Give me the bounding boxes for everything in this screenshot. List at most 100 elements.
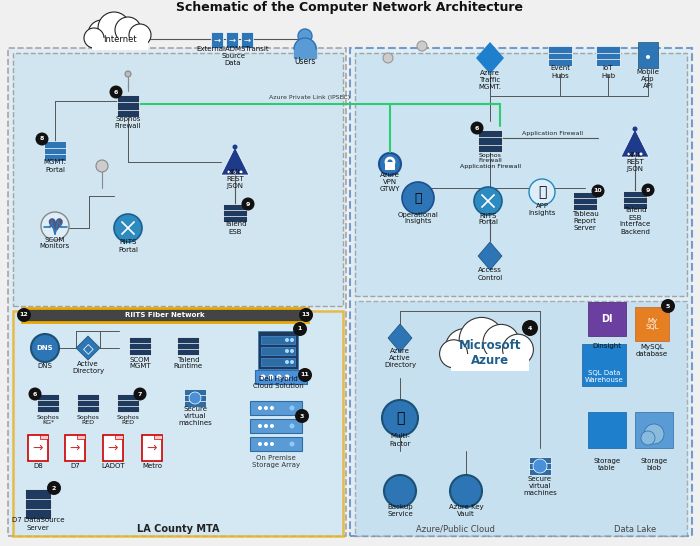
Text: DI: DI [601, 314, 612, 324]
Text: SCOM
Monitors: SCOM Monitors [40, 236, 70, 250]
Text: Active
Directory: Active Directory [72, 360, 104, 373]
Polygon shape [476, 42, 504, 74]
Bar [596, 46, 620, 66]
Text: RIITS
Portal: RIITS Portal [478, 212, 498, 225]
Bar [129, 337, 151, 355]
Polygon shape [478, 242, 502, 270]
Text: On Premise
Storage Array: On Premise Storage Array [252, 454, 300, 467]
Circle shape [633, 127, 638, 132]
Circle shape [290, 442, 295, 447]
Bar [154, 435, 162, 439]
Polygon shape [221, 147, 249, 175]
Circle shape [125, 71, 131, 77]
Text: XML
REST
JSON: XML REST JSON [226, 169, 244, 189]
Text: Backup
Service: Backup Service [387, 503, 413, 517]
Text: APP
Insights: APP Insights [528, 203, 556, 216]
Text: 4: 4 [528, 325, 532, 330]
Circle shape [298, 29, 312, 43]
Polygon shape [76, 336, 100, 360]
Circle shape [29, 388, 41, 401]
Text: Storage
blob: Storage blob [640, 458, 668, 471]
Circle shape [258, 406, 262, 410]
Circle shape [290, 360, 294, 364]
Bar [103, 435, 123, 461]
Circle shape [276, 375, 281, 379]
Text: SCOM
MGMT: SCOM MGMT [130, 357, 150, 370]
Text: Internet: Internet [103, 34, 136, 44]
Text: 6: 6 [33, 391, 37, 396]
Bar [638, 42, 658, 68]
Text: MGMT.
Portal: MGMT. Portal [43, 159, 66, 173]
Circle shape [36, 133, 48, 145]
Text: Azure
Active
Directory: Azure Active Directory [384, 348, 416, 368]
Text: Storage
table: Storage table [594, 458, 621, 471]
Circle shape [234, 170, 237, 174]
Text: 7: 7 [138, 391, 142, 396]
Text: Azure Key
Vault: Azure Key Vault [449, 503, 483, 517]
Text: Users: Users [294, 57, 316, 67]
Text: MySQL
database: MySQL database [636, 343, 668, 357]
Text: 🔑: 🔑 [395, 411, 404, 425]
Text: →: → [70, 442, 80, 454]
Circle shape [379, 153, 401, 175]
Circle shape [270, 406, 274, 410]
Bar [588, 412, 626, 448]
Text: Application Firewall: Application Firewall [522, 130, 582, 135]
Text: Azure
Traffic
MGMT.: Azure Traffic MGMT. [479, 70, 501, 90]
Bar [250, 401, 302, 415]
Bar [250, 437, 302, 451]
Bar [77, 435, 85, 439]
Circle shape [239, 170, 242, 174]
Bar [355, 53, 687, 296]
Text: →: → [228, 35, 235, 45]
Circle shape [270, 424, 274, 428]
Circle shape [258, 442, 262, 446]
Bar [478, 130, 502, 152]
Text: 12: 12 [20, 312, 29, 318]
Circle shape [114, 214, 142, 242]
Circle shape [445, 329, 484, 368]
Text: 📊: 📊 [414, 192, 421, 205]
Bar [117, 394, 139, 412]
Circle shape [284, 375, 290, 379]
Text: 6: 6 [475, 126, 480, 130]
Polygon shape [388, 324, 412, 352]
Bar [142, 435, 162, 461]
Bar [350, 48, 692, 536]
Circle shape [470, 122, 484, 134]
Bar [573, 192, 597, 210]
Circle shape [290, 406, 295, 411]
Circle shape [592, 185, 605, 198]
Text: 11: 11 [300, 372, 309, 377]
Bar [261, 336, 295, 344]
Circle shape [96, 160, 108, 172]
Bar [115, 435, 123, 439]
Text: Azure/Public Cloud: Azure/Public Cloud [416, 525, 494, 533]
Circle shape [115, 17, 141, 43]
Bar [385, 162, 395, 170]
Bar [223, 204, 247, 222]
Circle shape [241, 198, 255, 211]
Circle shape [258, 424, 262, 428]
Text: Talend
Runtime: Talend Runtime [174, 357, 202, 370]
Circle shape [290, 349, 294, 353]
Bar [65, 435, 85, 461]
Polygon shape [621, 129, 649, 157]
Text: DNS: DNS [36, 345, 53, 351]
Text: My
SQL: My SQL [645, 318, 659, 330]
Circle shape [661, 299, 675, 313]
Circle shape [285, 338, 289, 342]
Bar [92, 38, 148, 50]
Text: Data Lake: Data Lake [614, 525, 656, 533]
Circle shape [298, 368, 312, 382]
Circle shape [641, 431, 655, 445]
Bar [529, 457, 551, 475]
Text: Sophos
RED: Sophos RED [117, 414, 139, 425]
Circle shape [17, 308, 31, 322]
Bar [548, 46, 572, 66]
Text: LADOT: LADOT [102, 463, 125, 469]
Text: XML
REST
JSON: XML REST JSON [626, 152, 644, 172]
Bar [355, 301, 687, 536]
Text: 9: 9 [646, 187, 650, 193]
Bar [261, 347, 295, 355]
